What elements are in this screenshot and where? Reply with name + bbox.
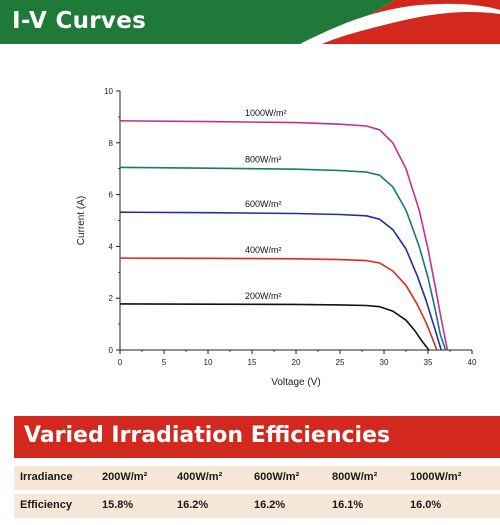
banner-background [0, 0, 500, 44]
series-label: 200W/m² [245, 291, 282, 301]
y-tick-label: 2 [109, 294, 114, 303]
table-cell: 16.2% [254, 499, 286, 511]
series-line [119, 211, 442, 351]
row-label: Efficiency [20, 499, 72, 511]
x-tick-label: 25 [336, 358, 345, 367]
x-tick-label: 35 [424, 358, 433, 367]
table-cell: 16.0% [410, 499, 442, 511]
y-tick-label: 0 [109, 346, 114, 355]
x-tick-label: 20 [292, 358, 301, 367]
y-tick-label: 6 [109, 191, 114, 200]
x-tick-label: 15 [248, 358, 257, 367]
y-axis-label: Current (A) [76, 196, 87, 245]
series-line [119, 257, 438, 351]
series-line [119, 166, 447, 351]
table-cell: 400W/m² [177, 471, 223, 483]
y-tick-label: 4 [109, 242, 114, 251]
x-tick-label: 10 [204, 358, 213, 367]
x-axis-label: Voltage (V) [271, 377, 320, 388]
x-tick-label: 0 [118, 358, 123, 367]
table-cell: 200W/m² [102, 471, 148, 483]
page-title: I-V Curves [12, 8, 147, 34]
table-row-efficiency: Efficiency 15.8% 16.2% 16.2% 16.1% 16.0% [14, 494, 500, 518]
series-line [119, 303, 430, 351]
series-label: 400W/m² [245, 245, 282, 255]
y-tick-label: 8 [109, 139, 114, 148]
series-line [119, 120, 449, 351]
x-tick-label: 30 [380, 358, 389, 367]
table-cell: 15.8% [102, 499, 134, 511]
table-cell: 600W/m² [254, 471, 300, 483]
y-tick-label: 10 [104, 87, 113, 96]
x-tick-label: 40 [468, 358, 477, 367]
table-row-irradiance: Irradiance 200W/m² 400W/m² 600W/m² 800W/… [14, 466, 500, 490]
iv-curves-chart: 0 5 10 15 20 25 30 35 40 0 2 4 6 8 10 Voltage (V) Curren… [76, 87, 477, 388]
row-label: Irradiance [20, 471, 73, 483]
x-tick-label: 5 [162, 358, 167, 367]
section-title: Varied Irradiation Efficiencies [24, 423, 391, 448]
table-cell: 1000W/m² [410, 471, 462, 483]
series-label: 1000W/m² [245, 108, 287, 118]
table-cell: 800W/m² [332, 471, 378, 483]
header-banner: I-V Curves [0, 0, 500, 44]
table-cell: 16.2% [177, 499, 209, 511]
efficiency-section-header: Varied Irradiation Efficiencies [14, 416, 500, 458]
series-label: 600W/m² [245, 199, 282, 209]
series-label: 800W/m² [245, 154, 282, 164]
table-cell: 16.1% [332, 499, 364, 511]
